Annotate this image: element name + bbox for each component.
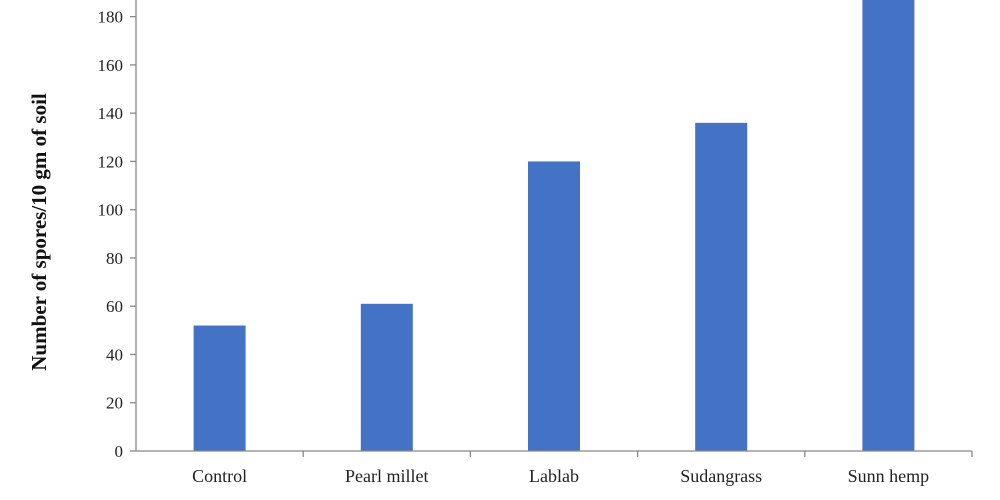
x-tick-label: Pearl millet <box>345 466 428 486</box>
y-tick-label: 160 <box>98 56 124 75</box>
y-axis-ticks: 0 20 40 60 80 100 120 140 160 180 <box>98 8 136 461</box>
y-tick-label: 180 <box>98 8 124 27</box>
y-tick-label: 140 <box>98 104 124 123</box>
bar <box>528 161 580 451</box>
y-tick-label: 40 <box>106 345 123 364</box>
x-tick-label: Control <box>192 466 247 486</box>
x-tick-label: Sudangrass <box>680 466 762 486</box>
y-tick-label: 100 <box>98 201 124 220</box>
y-tick-label: 120 <box>98 152 124 171</box>
y-tick-label: 20 <box>106 394 123 413</box>
bar <box>193 325 246 451</box>
y-tick-label: 60 <box>106 297 123 316</box>
bar <box>360 303 413 451</box>
x-axis-tick-labels: Control Pearl millet Lablab Sudangrass Sunn … <box>192 451 973 486</box>
bars <box>193 0 915 451</box>
y-axis-label: Number of spores/10 gm of soil <box>27 93 51 371</box>
y-tick-label: 0 <box>115 442 124 461</box>
bar <box>862 0 915 451</box>
x-tick-label: Sunn hemp <box>848 466 930 486</box>
x-tick-label: Lablab <box>529 466 579 486</box>
y-tick-label: 80 <box>106 249 123 268</box>
bar <box>695 122 748 451</box>
